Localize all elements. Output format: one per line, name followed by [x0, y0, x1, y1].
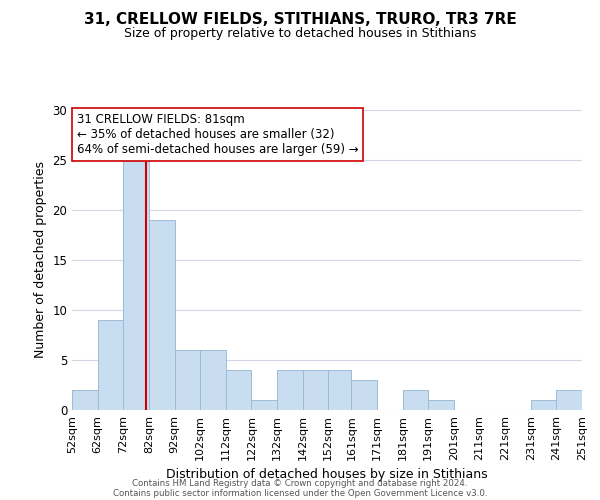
- Text: 31 CRELLOW FIELDS: 81sqm
← 35% of detached houses are smaller (32)
64% of semi-d: 31 CRELLOW FIELDS: 81sqm ← 35% of detach…: [77, 113, 359, 156]
- Bar: [352, 380, 377, 410]
- Bar: [149, 220, 175, 410]
- Bar: [403, 390, 428, 410]
- Text: Contains HM Land Registry data © Crown copyright and database right 2024.: Contains HM Land Registry data © Crown c…: [132, 478, 468, 488]
- Y-axis label: Number of detached properties: Number of detached properties: [34, 162, 47, 358]
- Bar: [226, 370, 251, 410]
- Bar: [123, 160, 149, 410]
- Bar: [72, 390, 98, 410]
- Bar: [556, 390, 582, 410]
- Bar: [175, 350, 200, 410]
- Text: Contains public sector information licensed under the Open Government Licence v3: Contains public sector information licen…: [113, 488, 487, 498]
- Text: Size of property relative to detached houses in Stithians: Size of property relative to detached ho…: [124, 28, 476, 40]
- Bar: [98, 320, 123, 410]
- Bar: [277, 370, 302, 410]
- Bar: [531, 400, 556, 410]
- Bar: [200, 350, 226, 410]
- X-axis label: Distribution of detached houses by size in Stithians: Distribution of detached houses by size …: [166, 468, 488, 481]
- Bar: [302, 370, 328, 410]
- Text: 31, CRELLOW FIELDS, STITHIANS, TRURO, TR3 7RE: 31, CRELLOW FIELDS, STITHIANS, TRURO, TR…: [83, 12, 517, 28]
- Bar: [328, 370, 352, 410]
- Bar: [428, 400, 454, 410]
- Bar: [251, 400, 277, 410]
